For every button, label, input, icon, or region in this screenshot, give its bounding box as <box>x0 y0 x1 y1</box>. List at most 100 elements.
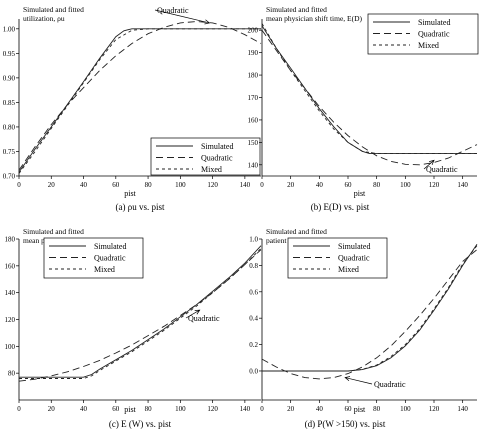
panel-caption: (a) ρu vs. pist <box>116 202 165 212</box>
series-line-quadratic <box>18 21 262 171</box>
y-tick-label: 1.00 <box>3 25 16 33</box>
x-tick-label: 80 <box>373 405 381 413</box>
y-tick-label: 140 <box>5 289 16 297</box>
series-line-mixed <box>262 245 478 372</box>
annotation-arrowhead <box>194 309 201 315</box>
series-line-simulated <box>262 244 478 372</box>
x-axis-label: pist <box>354 405 366 414</box>
x-tick-label: 120 <box>429 405 440 413</box>
y-tick-label: 180 <box>248 72 259 80</box>
panel-caption: (b) E(D) vs. pist <box>311 202 370 212</box>
y-tick-label: 0.75 <box>3 148 16 156</box>
y-tick-label: 140 <box>248 161 259 169</box>
x-tick-label: 0 <box>17 405 21 413</box>
x-tick-label: 0 <box>260 181 264 189</box>
legend-box <box>367 13 479 55</box>
y-tick-label: 0.0 <box>249 367 258 375</box>
annotation-label: Quadratic <box>157 6 189 15</box>
annotation-arrow <box>423 160 435 170</box>
y-tick-label: 0.90 <box>3 74 16 82</box>
y-tick-label: 120 <box>5 316 16 324</box>
x-tick-label: 60 <box>112 405 120 413</box>
chart-title-line: Simulated and fitted <box>266 227 327 236</box>
y-tick-label: 0.8 <box>249 262 258 270</box>
x-tick-label: 20 <box>287 181 295 189</box>
y-tick-label: 0.2 <box>249 341 258 349</box>
y-tick-label: 0.80 <box>3 123 16 131</box>
x-tick-label: 80 <box>373 181 381 189</box>
annotation-arrow <box>185 309 200 319</box>
x-tick-label: 100 <box>400 405 411 413</box>
y-tick-label: 160 <box>248 116 259 124</box>
legend-label: Mixed <box>338 265 359 274</box>
series-line-mixed <box>18 28 261 174</box>
x-tick-label: 40 <box>80 405 88 413</box>
annotation-label: Quadratic <box>374 380 406 389</box>
y-tick-label: 100 <box>5 343 16 351</box>
series-line-simulated <box>18 28 261 173</box>
y-tick-label: 1.0 <box>249 236 258 244</box>
y-tick-label: 170 <box>248 94 259 102</box>
x-axis-label: pist <box>354 189 366 198</box>
legend-label: Quadratic <box>418 30 450 39</box>
x-axis-label: pist <box>124 189 136 198</box>
x-tick-label: 40 <box>316 405 324 413</box>
x-tick-label: 80 <box>145 405 153 413</box>
y-tick-label: 80 <box>8 370 16 378</box>
x-tick-label: 140 <box>457 181 468 189</box>
series-line-mixed <box>19 248 262 379</box>
x-tick-label: 120 <box>207 405 218 413</box>
x-tick-label: 0 <box>17 181 21 189</box>
y-tick-label: 0.6 <box>249 288 258 296</box>
y-tick-label: 0.70 <box>3 173 16 181</box>
series-line-quadratic <box>261 29 478 166</box>
panel-caption: (c) E (W) vs. pist <box>109 419 172 429</box>
x-tick-label: 60 <box>345 405 353 413</box>
y-tick-label: 160 <box>5 262 16 270</box>
x-tick-label: 60 <box>112 181 120 189</box>
y-tick-label: 0.4 <box>249 315 258 323</box>
y-tick-label: 190 <box>248 49 259 57</box>
chart-panel-b: Simulated and fitted mean physician shift… <box>248 5 479 212</box>
y-tick-label: 0.85 <box>3 99 16 107</box>
chart-title-line: Simulated and fitted <box>266 5 327 14</box>
annotation-arrow <box>345 377 373 385</box>
legend-label: Simulated <box>418 18 450 27</box>
panel-caption: (d) P(W >150) vs. pist <box>305 419 386 429</box>
annotation-arrowhead <box>344 376 351 382</box>
legend-label: Simulated <box>201 142 233 151</box>
x-tick-label: 120 <box>429 181 440 189</box>
x-tick-label: 20 <box>287 405 295 413</box>
series-line-simulated <box>19 245 262 378</box>
x-tick-label: 140 <box>240 181 251 189</box>
x-axis-label: pist <box>124 405 136 414</box>
legend-label: Simulated <box>338 242 370 251</box>
x-tick-label: 120 <box>207 181 218 189</box>
legend-box <box>43 237 144 279</box>
y-tick-label: 180 <box>5 236 16 244</box>
annotation-arrowhead <box>204 19 211 25</box>
y-tick-label: 150 <box>248 139 259 147</box>
x-tick-label: 40 <box>80 181 88 189</box>
legend-label: Simulated <box>94 242 126 251</box>
legend-label: Mixed <box>418 41 439 50</box>
legend-label: Mixed <box>201 165 222 174</box>
x-tick-label: 100 <box>400 181 411 189</box>
x-tick-label: 0 <box>260 405 264 413</box>
chart-title-line: Simulated and fitted <box>23 5 84 14</box>
x-tick-label: 140 <box>240 405 251 413</box>
legend-label: Quadratic <box>201 154 233 163</box>
chart-title: Simulated and fitted utilization, ρu <box>23 5 84 23</box>
chart-title-line: Simulated and fitted <box>23 227 84 236</box>
series-line-simulated <box>261 25 477 155</box>
x-tick-label: 140 <box>457 405 468 413</box>
chart-panel-a: Simulated and fitted utilization, ρu 0 20 40… <box>3 5 262 212</box>
annotation-arrow <box>154 9 210 24</box>
series-line-quadratic <box>261 249 478 380</box>
x-tick-label: 20 <box>48 405 56 413</box>
x-tick-label: 20 <box>48 181 56 189</box>
annotation-arrowhead <box>429 159 435 166</box>
